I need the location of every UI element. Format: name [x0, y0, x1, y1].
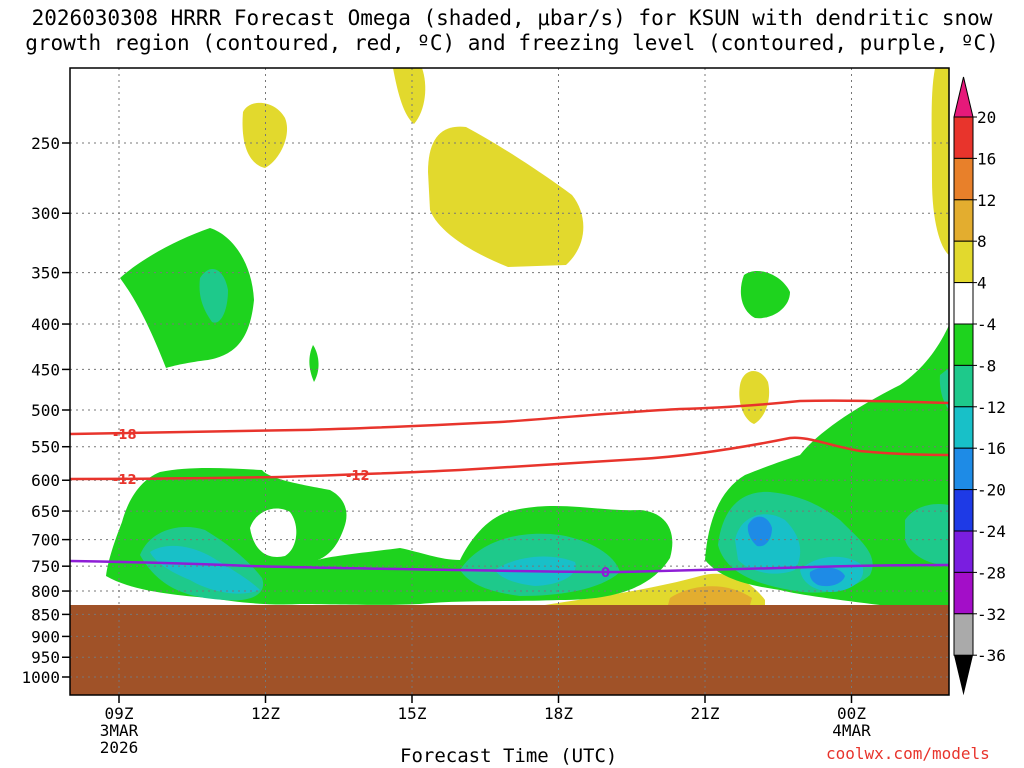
colorbar-bottom-arrow	[954, 655, 973, 696]
y-tick-label: 850	[31, 605, 60, 624]
colorbar-label: -20	[977, 481, 1006, 500]
omega-region-negative-max	[747, 516, 772, 547]
x-tick-sublabel: 3MAR	[100, 721, 139, 740]
y-axis-ticks: 250 300 350 400 450 500 550 600 650 700 750 800 850 9…	[21, 134, 70, 687]
colorbar-label: 8	[977, 232, 987, 251]
colorbar-segment	[953, 571, 974, 615]
y-tick-label: 250	[31, 134, 60, 153]
y-tick-label: 600	[31, 471, 60, 490]
omega-region-negative-mid	[199, 268, 228, 323]
omega-region-negative-max	[809, 567, 845, 587]
omega-region-positive	[242, 102, 288, 168]
y-tick-label: 800	[31, 582, 60, 601]
x-tick-label: 12Z	[251, 704, 280, 723]
omega-region-negative	[940, 594, 949, 603]
colorbar: 20 16 12 8 4 -4 -8 -12 -16 -20 -24 -28 -32 -36	[953, 76, 1006, 696]
colorbar-label: -8	[977, 356, 996, 375]
y-tick-label: 950	[31, 648, 60, 667]
x-tick-sublabel: 4MAR	[832, 721, 871, 740]
omega-region-positive	[393, 68, 426, 124]
x-tick-label: 09Z	[105, 704, 134, 723]
colorbar-label: 16	[977, 149, 996, 168]
dgz-contour-minus18	[69, 399, 950, 436]
omega-region-positive	[428, 126, 584, 267]
contour-labels: -18 -12 -12 0	[113, 428, 610, 581]
omega-region-negative-mid	[905, 503, 949, 566]
colorbar-label: 4	[977, 274, 987, 293]
y-tick-label: 350	[31, 264, 60, 283]
colorbar-segment	[953, 364, 974, 408]
omega-region-negative-strong	[150, 545, 260, 594]
colorbar-segment	[953, 282, 974, 325]
colorbar-segment	[953, 199, 974, 242]
colorbar-label: -24	[977, 522, 1006, 541]
terrain-block	[70, 605, 949, 695]
y-tick-label: 1000	[21, 668, 60, 687]
y-tick-label: 900	[31, 627, 60, 646]
omega-region-negative	[309, 345, 319, 382]
x-tick-label: 21Z	[691, 704, 720, 723]
y-tick-label: 400	[31, 315, 60, 334]
colorbar-label: 20	[977, 108, 996, 127]
colorbar-segment	[953, 530, 974, 573]
omega-region-negative	[740, 271, 790, 319]
y-tick-label: 300	[31, 204, 60, 223]
colorbar-label: -4	[977, 315, 996, 334]
colorbar-label: 12	[977, 191, 996, 210]
x-tick-label: 15Z	[398, 704, 427, 723]
y-tick-label: 750	[31, 557, 60, 576]
grid	[70, 68, 949, 695]
contour-label-freezing: 0	[601, 566, 610, 581]
colorbar-top-arrow	[953, 76, 974, 118]
x-tick-label: 18Z	[544, 704, 573, 723]
colorbar-segment	[953, 447, 974, 491]
contour-label-minus12: -12	[346, 469, 370, 484]
colorbar-label: -16	[977, 439, 1006, 458]
chart-title: 2026030308 HRRR Forecast Omega (shaded, …	[0, 6, 1024, 56]
colorbar-segment	[953, 157, 974, 201]
y-tick-label: 500	[31, 401, 60, 420]
x-axis-label: Forecast Time (UTC)	[400, 745, 618, 767]
chart-title-line-2: growth region (contoured, red, ºC) and f…	[25, 31, 999, 55]
chart-title-line-1: 2026030308 HRRR Forecast Omega (shaded, …	[31, 6, 993, 30]
y-tick-label: 650	[31, 502, 60, 521]
x-tick-label: 00Z	[837, 704, 866, 723]
colorbar-segment	[953, 406, 974, 449]
y-tick-label: 700	[31, 531, 60, 550]
omega-region-neutral	[250, 508, 297, 557]
colorbar-label: -12	[977, 398, 1006, 417]
y-tick-label: 450	[31, 360, 60, 379]
colorbar-segment	[953, 613, 974, 656]
colorbar-segment	[953, 116, 974, 159]
plot-frame	[69, 67, 950, 696]
x-tick-sublabel: 2026	[100, 738, 139, 757]
y-tick-label: 550	[31, 438, 60, 457]
colorbar-segment	[953, 323, 974, 366]
contour-label-minus12: -12	[113, 473, 137, 488]
colorbar-label: -28	[977, 563, 1006, 582]
credit-link[interactable]: coolwx.com/models	[826, 744, 990, 763]
freezing-level-contour	[69, 559, 950, 574]
colorbar-segment	[953, 240, 974, 284]
colorbar-label: -32	[977, 605, 1006, 624]
omega-region-negative	[120, 228, 254, 368]
dgz-contour-minus12	[69, 436, 950, 481]
omega-region-positive	[739, 371, 770, 424]
colorbar-segment	[953, 489, 974, 532]
omega-region-positive	[931, 68, 949, 255]
omega-region-negative-mid	[939, 368, 949, 410]
contours	[69, 399, 950, 574]
omega-shading	[106, 68, 949, 605]
contour-label-minus18: -18	[113, 428, 137, 443]
colorbar-label: -36	[977, 646, 1006, 665]
